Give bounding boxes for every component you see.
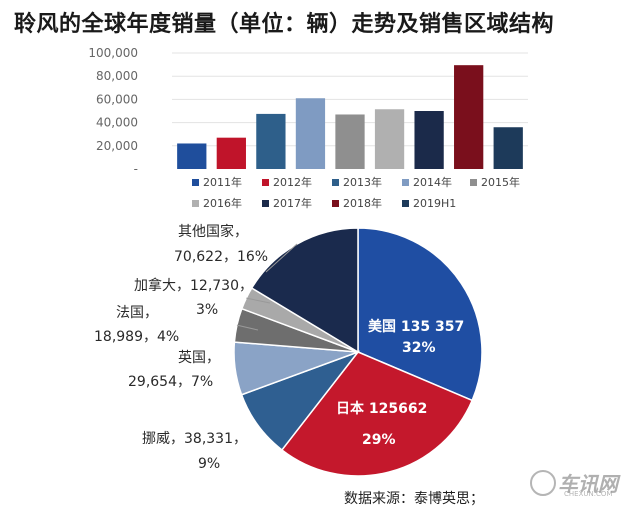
pie-leader-line-其他国家 (265, 243, 298, 273)
bar-y-tick-label: 40,000 (96, 116, 138, 130)
legend-label-2016年: 2016年 (203, 196, 242, 210)
pie-label-norway-line2: 9% (198, 456, 220, 472)
bar-legend: 2011年 2012年 2013年 2014年 2015年 2016年 2017年 2018年… (192, 175, 520, 210)
pie-label-canada-line2: 3% (196, 302, 218, 318)
legend-swatch-2012年 (262, 179, 269, 186)
bar-y-tick-label: 60,000 (96, 92, 138, 106)
bar-2014年 (295, 98, 326, 169)
pie-label-france-line1: 法国， (116, 305, 158, 321)
bar-y-tick-label: - (134, 162, 138, 176)
legend-swatch-2019H1 (402, 200, 409, 207)
bar-y-tick-label: 80,000 (96, 69, 138, 83)
legend-label-2018年: 2018年 (343, 196, 382, 210)
chart-title: 聆风的全球年度销量（单位：辆）走势及销售区域结构 (14, 12, 555, 37)
pie-label-canada-line1: 加拿大，12,730， (134, 277, 253, 294)
pie-label-france-line2: 18,989，4% (94, 329, 179, 345)
bar-2017年 (414, 111, 444, 169)
bar-2011年 (177, 143, 207, 169)
pie-leader-lines (236, 243, 298, 331)
legend-swatch-2015年 (470, 179, 477, 186)
legend-label-2014年: 2014年 (413, 175, 452, 189)
data-source-note: 数据来源：泰博英思； (344, 491, 484, 507)
bar-y-tick-label: 100,000 (88, 46, 138, 60)
pie-label-other-line2: 70,622，16% (174, 249, 268, 265)
legend-label-2012年: 2012年 (273, 175, 312, 189)
legend-label-2011年: 2011年 (203, 175, 242, 189)
pie-slice-美国 (357, 227, 483, 402)
bar-2019H1 (493, 127, 523, 169)
pie-label-uk-line2: 29,654，7% (128, 374, 213, 390)
bar-series (177, 65, 523, 169)
bar-2013年 (256, 113, 286, 169)
bar-2012年 (216, 137, 246, 169)
legend-swatch-2017年 (262, 200, 269, 207)
pie-label-other-line1: 其他国家， (178, 223, 248, 240)
pie-leader-line-加拿大 (246, 297, 271, 304)
pie-label-japan-line1: 日本 125662 (336, 400, 427, 417)
pie-slice-日本 (280, 351, 474, 477)
watermark-subtext: CHEXUN.COM (564, 490, 613, 498)
pie-slices (233, 227, 483, 477)
pie-labels: 美国 135 357 32% 日本 125662 29% 挪威，38,331， … (94, 223, 464, 472)
bar-2015年 (335, 114, 365, 169)
pie-label-japan-line2: 29% (362, 432, 396, 448)
legend-label-2013年: 2013年 (343, 175, 382, 189)
pie-label-usa-line1: 美国 135 357 (368, 318, 464, 335)
legend-swatch-2013年 (332, 179, 339, 186)
chexun-logo-icon (530, 470, 556, 496)
legend-label-2015年: 2015年 (481, 175, 520, 189)
watermark: 车讯网 CHEXUN.COM (528, 466, 628, 500)
pie-label-uk-line1: 英国， (178, 349, 220, 366)
watermark-text: 车讯网 (558, 472, 618, 496)
legend-swatch-2018年 (332, 200, 339, 207)
bar-2018年 (454, 65, 484, 169)
bar-2016年 (374, 109, 405, 169)
bar-y-tick-label: 20,000 (96, 139, 138, 153)
legend-swatch-2016年 (192, 200, 199, 207)
legend-swatch-2011年 (192, 179, 199, 186)
bar-y-axis: - 20,000 40,000 60,000 80,000 100,000 (88, 46, 138, 176)
legend-label-2019H1: 2019H1 (413, 197, 456, 210)
pie-label-norway-line1: 挪威，38,331， (142, 431, 247, 447)
pie-label-usa-line2: 32% (402, 340, 436, 356)
legend-label-2017年: 2017年 (273, 196, 312, 210)
legend-swatch-2014年 (402, 179, 409, 186)
pie-leader-line-法国 (236, 324, 259, 331)
